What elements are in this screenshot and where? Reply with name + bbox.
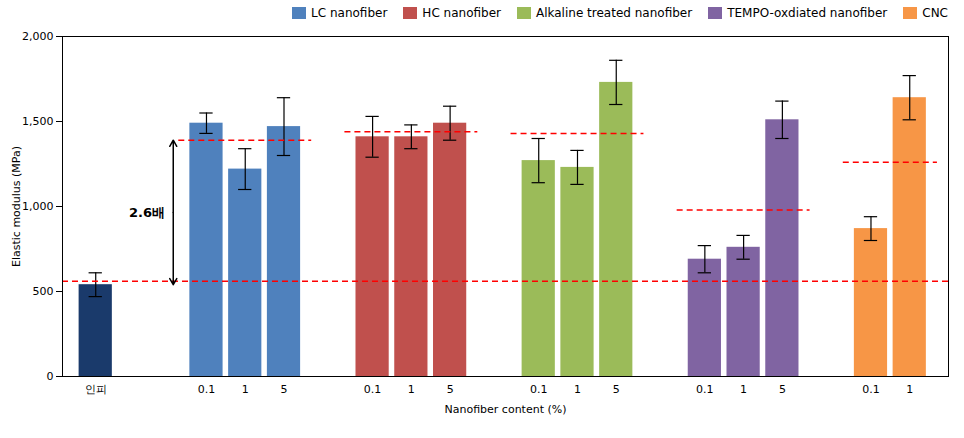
html-text:TEMPO-oxdiated nanofiber: TEMPO-oxdiated nanofiber xyxy=(727,6,888,20)
svg-text:5: 5 xyxy=(779,383,786,396)
svg-text:5: 5 xyxy=(447,383,454,396)
svg-text:1: 1 xyxy=(574,383,581,396)
svg-text:Nanofiber content (%): Nanofiber content (%) xyxy=(444,403,566,416)
svg-text:1,500: 1,500 xyxy=(22,115,54,128)
svg-text:5: 5 xyxy=(613,383,620,396)
html-text:CNC: CNC xyxy=(922,6,948,20)
svg-text:1,000: 1,000 xyxy=(22,200,54,213)
html-text:Alkaline treated nanofiber: Alkaline treated nanofiber xyxy=(536,6,693,20)
svg-text:0.1: 0.1 xyxy=(696,383,714,396)
svg-text:2,000: 2,000 xyxy=(22,30,54,43)
svg-text:0.1: 0.1 xyxy=(862,383,880,396)
html-text:HC nanofiber: HC nanofiber xyxy=(422,6,501,20)
svg-text:인피: 인피 xyxy=(85,383,107,396)
svg-text:1: 1 xyxy=(242,383,249,396)
svg-text:0.1: 0.1 xyxy=(198,383,216,396)
html-text:LC nanofiber: LC nanofiber xyxy=(311,6,388,20)
svg-text:0: 0 xyxy=(47,370,54,383)
svg-text:Elastic modulus (MPa): Elastic modulus (MPa) xyxy=(10,146,23,267)
svg-text:0.1: 0.1 xyxy=(530,383,548,396)
svg-text:2.6배: 2.6배 xyxy=(129,205,165,220)
svg-text:5: 5 xyxy=(281,383,288,396)
svg-text:1: 1 xyxy=(906,383,913,396)
svg-text:1: 1 xyxy=(408,383,415,396)
svg-text:0.1: 0.1 xyxy=(364,383,382,396)
svg-text:1: 1 xyxy=(740,383,747,396)
svg-text:500: 500 xyxy=(33,285,54,298)
